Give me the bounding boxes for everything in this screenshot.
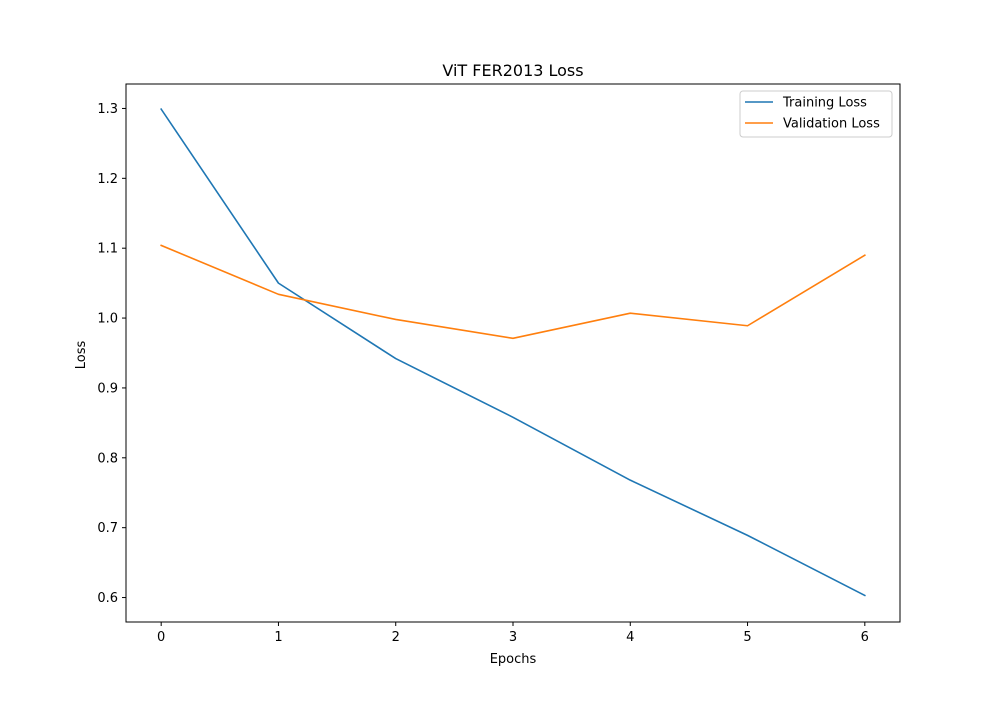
series-line-validation-loss: [160, 244, 866, 340]
x-tick-label: 0: [157, 630, 165, 645]
x-tick-label: 2: [392, 630, 400, 645]
x-tick-label: 1: [274, 630, 282, 645]
legend-box: [739, 90, 893, 138]
x-tick-label: 3: [509, 630, 517, 645]
y-tick-label: 1.3: [97, 102, 118, 117]
y-tick-label: 1.1: [97, 242, 118, 257]
legend: Training Loss Validation Loss: [739, 90, 893, 138]
chart-title: ViT FER2013 Loss: [442, 61, 583, 80]
y-axis-label: Loss: [74, 341, 89, 370]
series-layer: [160, 108, 866, 597]
x-tick-label: 5: [743, 630, 751, 645]
legend-label: Validation Loss: [783, 117, 880, 132]
x-tick-label: 6: [861, 630, 869, 645]
legend-label: Training Loss: [782, 96, 867, 111]
y-tick-label: 0.8: [97, 451, 118, 466]
y-tick-label: 1.2: [97, 172, 118, 187]
y-tick-label: 0.6: [97, 591, 118, 606]
x-axis-label: Epochs: [490, 652, 537, 667]
y-tick-label: 0.9: [97, 381, 118, 396]
y-tick-label: 0.7: [97, 521, 118, 536]
y-axis-ticks: 0.6 0.7 0.8 0.9 1.0 1.1 1.2 1.3: [97, 102, 126, 606]
plot-area-frame: [125, 83, 901, 623]
x-tick-label: 4: [626, 630, 634, 645]
x-axis-ticks: 0 1 2 3 4 5 6: [157, 622, 869, 645]
y-tick-label: 1.0: [97, 312, 118, 327]
series-line-training-loss: [160, 108, 866, 597]
